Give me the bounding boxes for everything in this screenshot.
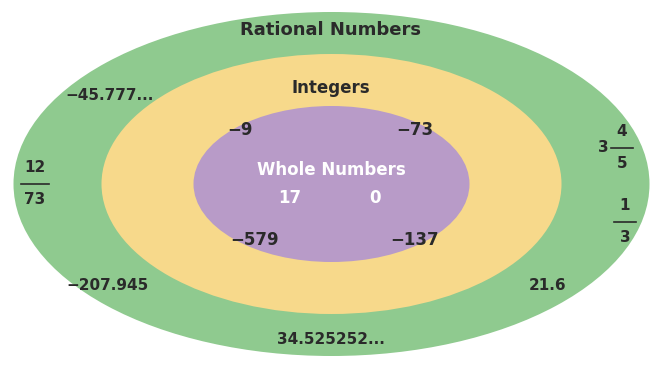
Text: Whole Numbers: Whole Numbers (257, 161, 405, 179)
Text: −45.777...: −45.777... (66, 88, 154, 103)
Text: 3: 3 (597, 141, 609, 156)
Text: 21.6: 21.6 (529, 277, 567, 293)
Text: 12: 12 (25, 160, 46, 176)
Text: 73: 73 (25, 192, 46, 208)
Text: 4: 4 (617, 124, 627, 139)
Text: 17: 17 (278, 189, 302, 207)
Text: −9: −9 (227, 121, 253, 139)
Text: −579: −579 (231, 231, 279, 249)
Text: −207.945: −207.945 (67, 277, 149, 293)
Text: Integers: Integers (292, 79, 371, 97)
Text: 3: 3 (620, 230, 631, 245)
Text: −137: −137 (391, 231, 440, 249)
Text: 34.525252...: 34.525252... (277, 333, 385, 347)
Ellipse shape (101, 54, 562, 314)
Ellipse shape (194, 106, 469, 262)
Text: −73: −73 (396, 121, 434, 139)
Text: Rational Numbers: Rational Numbers (241, 21, 422, 39)
Text: 5: 5 (617, 156, 627, 171)
Text: 0: 0 (369, 189, 381, 207)
Ellipse shape (13, 12, 650, 356)
Text: 1: 1 (620, 198, 631, 213)
